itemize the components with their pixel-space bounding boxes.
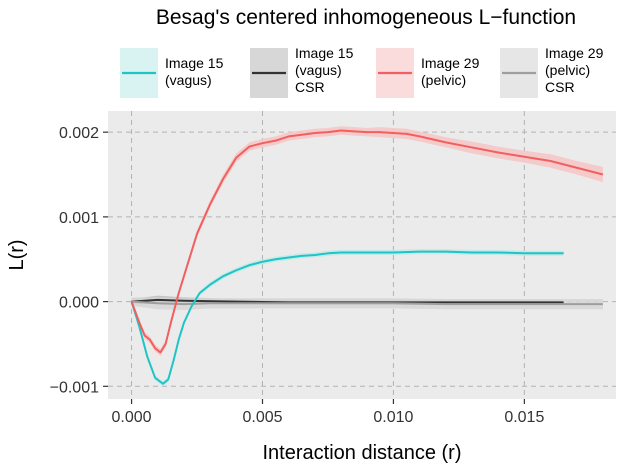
legend-item: Image 29(pelvic)CSR <box>500 45 604 98</box>
series-lines <box>130 129 604 385</box>
y-tick-label: 0.001 <box>59 210 99 227</box>
x-tick-label: 0.010 <box>373 409 413 426</box>
axes: 0.000 0.005 0.010 0.015 −0.001 0.000 0.001 0.00… <box>50 125 545 426</box>
legend-label: (vagus) <box>165 72 212 88</box>
chart-title: Besag's centered inhomogeneous L−functio… <box>156 6 576 29</box>
y-axis-title: L(r) <box>6 239 28 270</box>
legend-label: Image 15 <box>165 55 224 71</box>
legend-label: (pelvic) <box>421 72 466 88</box>
legend-label: CSR <box>545 79 575 95</box>
legend-label: CSR <box>295 79 325 95</box>
legend-label: Image 29 <box>545 45 604 61</box>
line-image-15-vagus <box>130 250 564 385</box>
x-tick-label: 0.005 <box>242 409 282 426</box>
legend-item: Image 15(vagus)CSR <box>250 45 354 98</box>
legend-label: (pelvic) <box>545 62 590 78</box>
legend-label: Image 29 <box>421 55 480 71</box>
line-image-29-pelvic-csr <box>131 300 603 306</box>
legend-item: Image 29(pelvic) <box>376 48 480 98</box>
line-image-29-pelvic <box>130 129 604 354</box>
legend-label: Image 15 <box>295 45 354 61</box>
x-axis-title: Interaction distance (r) <box>263 442 462 464</box>
y-tick-label: −0.001 <box>50 379 99 396</box>
legend-item: Image 15(vagus) <box>120 48 224 98</box>
x-tick-label: 0.000 <box>112 409 152 426</box>
x-tick-label: 0.015 <box>504 409 544 426</box>
y-tick-label: 0.002 <box>59 125 99 142</box>
legend-label: (vagus) <box>295 62 342 78</box>
y-tick-label: 0.000 <box>59 295 99 312</box>
